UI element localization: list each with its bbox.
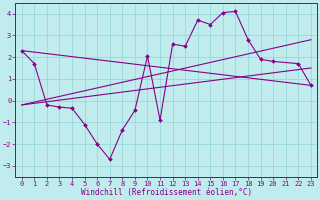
X-axis label: Windchill (Refroidissement éolien,°C): Windchill (Refroidissement éolien,°C) — [81, 188, 252, 197]
